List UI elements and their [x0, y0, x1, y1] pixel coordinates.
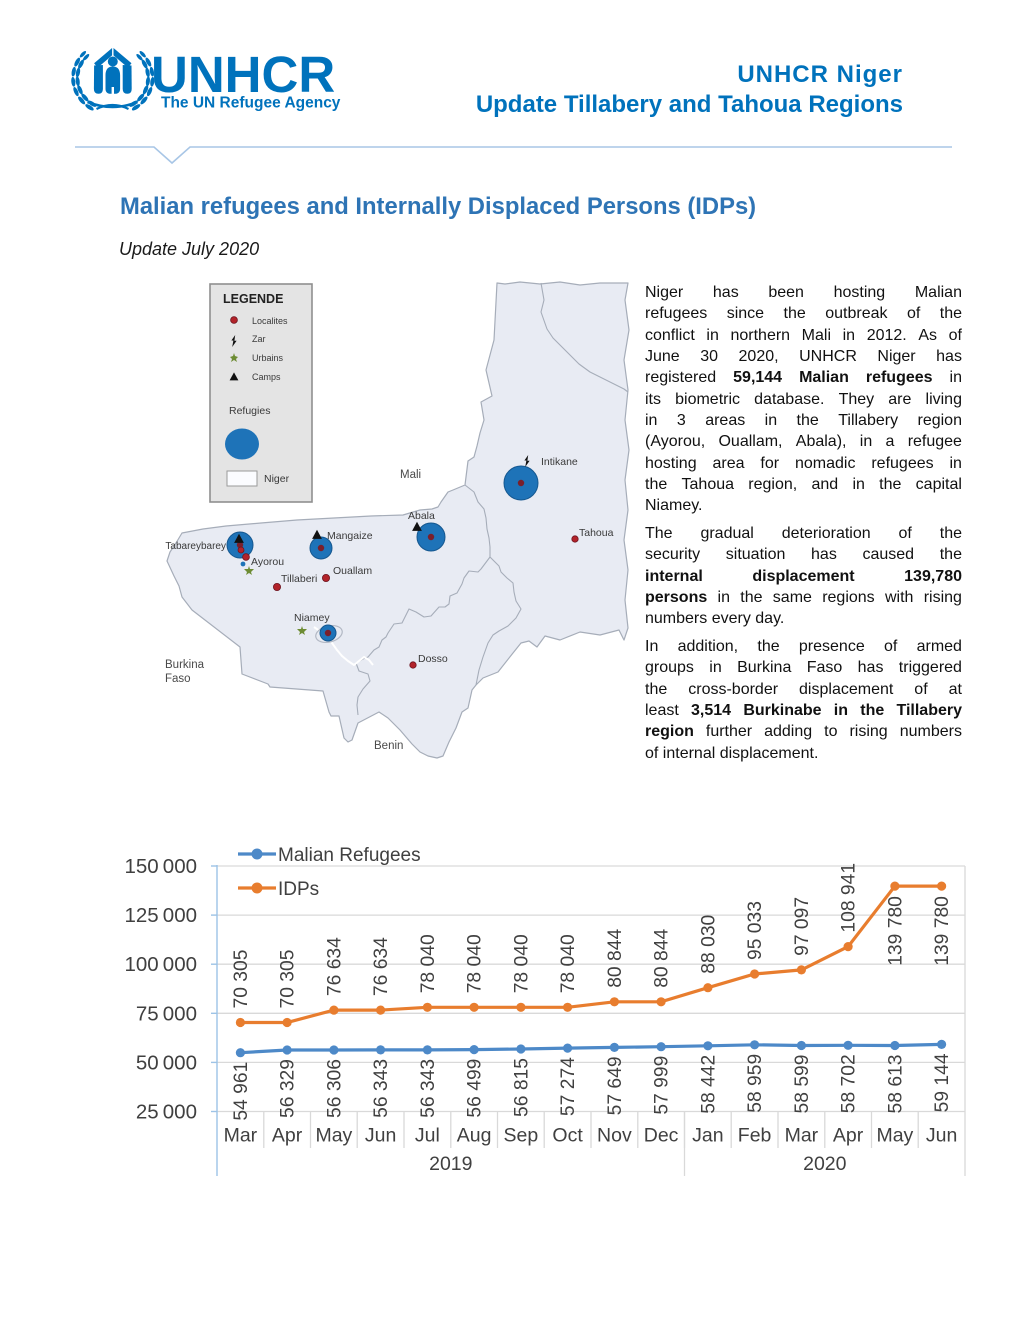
svg-text:Apr: Apr [272, 1125, 303, 1147]
svg-text:100 000: 100 000 [124, 953, 197, 976]
svg-text:95 033: 95 033 [745, 901, 766, 960]
svg-text:2020: 2020 [803, 1153, 847, 1175]
svg-text:125 000: 125 000 [124, 904, 197, 927]
svg-text:Niger: Niger [264, 473, 290, 485]
svg-text:56 815: 56 815 [511, 1058, 532, 1117]
svg-text:Ayorou: Ayorou [251, 556, 284, 568]
svg-text:May: May [315, 1125, 352, 1147]
svg-text:LEGENDE: LEGENDE [223, 292, 283, 306]
svg-text:Dosso: Dosso [418, 653, 448, 665]
svg-text:Aug: Aug [457, 1125, 492, 1147]
svg-text:Burkina: Burkina [165, 659, 205, 671]
svg-text:97 097: 97 097 [792, 897, 813, 956]
svg-text:Benin: Benin [374, 740, 403, 752]
svg-text:Camps: Camps [252, 372, 281, 382]
svg-text:108 941: 108 941 [839, 863, 860, 933]
svg-text:Malian Refugees: Malian Refugees [278, 845, 421, 866]
svg-text:Jul: Jul [415, 1125, 440, 1147]
svg-text:78 040: 78 040 [511, 934, 532, 993]
svg-text:Jun: Jun [926, 1125, 957, 1147]
svg-text:The UN Refugee Agency: The UN Refugee Agency [161, 95, 341, 112]
svg-text:56 499: 56 499 [465, 1059, 486, 1118]
svg-text:139 780: 139 780 [932, 896, 953, 966]
svg-text:Dec: Dec [644, 1125, 679, 1147]
svg-text:Mangaize: Mangaize [327, 530, 373, 542]
svg-text:Tillaberi: Tillaberi [281, 573, 317, 585]
svg-text:88 030: 88 030 [698, 915, 719, 974]
svg-text:57 274: 57 274 [558, 1057, 579, 1116]
svg-text:Refugies: Refugies [229, 405, 270, 417]
svg-text:58 599: 58 599 [792, 1055, 813, 1114]
svg-text:78 040: 78 040 [418, 934, 439, 993]
svg-text:UNHCR: UNHCR [151, 46, 335, 103]
svg-text:Feb: Feb [738, 1125, 772, 1147]
svg-text:78 040: 78 040 [558, 934, 579, 993]
svg-text:139 780: 139 780 [885, 896, 906, 966]
svg-text:78 040: 78 040 [465, 934, 486, 993]
svg-text:May: May [876, 1125, 913, 1147]
svg-text:Localites: Localites [252, 316, 288, 326]
svg-text:59 144: 59 144 [932, 1053, 953, 1112]
svg-text:80 844: 80 844 [605, 929, 626, 988]
svg-text:70 305: 70 305 [278, 950, 299, 1009]
svg-text:Apr: Apr [833, 1125, 864, 1147]
svg-text:Jun: Jun [365, 1125, 396, 1147]
svg-text:56 329: 56 329 [278, 1059, 299, 1118]
svg-text:Sep: Sep [504, 1125, 539, 1147]
svg-text:Tahoua: Tahoua [579, 527, 614, 539]
svg-text:56 306: 56 306 [324, 1059, 345, 1118]
svg-text:Ouallam: Ouallam [333, 565, 372, 577]
svg-text:Intikane: Intikane [541, 456, 578, 468]
svg-text:50 000: 50 000 [136, 1051, 197, 1074]
svg-text:Mali: Mali [400, 469, 421, 481]
svg-text:Zar: Zar [252, 334, 266, 344]
svg-text:Abala: Abala [408, 510, 435, 522]
svg-text:Urbains: Urbains [252, 353, 284, 363]
svg-text:57 999: 57 999 [652, 1056, 673, 1115]
svg-text:75 000: 75 000 [136, 1002, 197, 1025]
svg-text:58 959: 58 959 [745, 1054, 766, 1113]
svg-text:58 442: 58 442 [698, 1055, 719, 1114]
svg-text:25 000: 25 000 [136, 1101, 197, 1124]
svg-text:Jan: Jan [692, 1125, 723, 1147]
svg-text:56 343: 56 343 [371, 1059, 392, 1118]
svg-text:Niamey: Niamey [294, 612, 330, 624]
svg-text:2019: 2019 [429, 1153, 472, 1175]
svg-text:Oct: Oct [552, 1125, 583, 1147]
svg-text:Mar: Mar [224, 1125, 258, 1147]
svg-text:76 634: 76 634 [371, 937, 392, 996]
svg-text:57 649: 57 649 [605, 1056, 626, 1115]
svg-text:58 702: 58 702 [839, 1054, 860, 1113]
svg-text:80 844: 80 844 [652, 929, 673, 988]
svg-text:IDPs: IDPs [278, 879, 319, 900]
svg-text:Mar: Mar [785, 1125, 819, 1147]
svg-text:Faso: Faso [165, 673, 191, 685]
svg-text:150 000: 150 000 [124, 855, 197, 878]
svg-text:Tabareybarey: Tabareybarey [165, 541, 226, 552]
svg-text:Nov: Nov [597, 1125, 632, 1147]
svg-text:54 961: 54 961 [231, 1062, 252, 1121]
svg-text:56 343: 56 343 [418, 1059, 439, 1118]
svg-text:58 613: 58 613 [885, 1055, 906, 1114]
svg-text:76 634: 76 634 [324, 937, 345, 996]
svg-text:70 305: 70 305 [231, 950, 252, 1009]
